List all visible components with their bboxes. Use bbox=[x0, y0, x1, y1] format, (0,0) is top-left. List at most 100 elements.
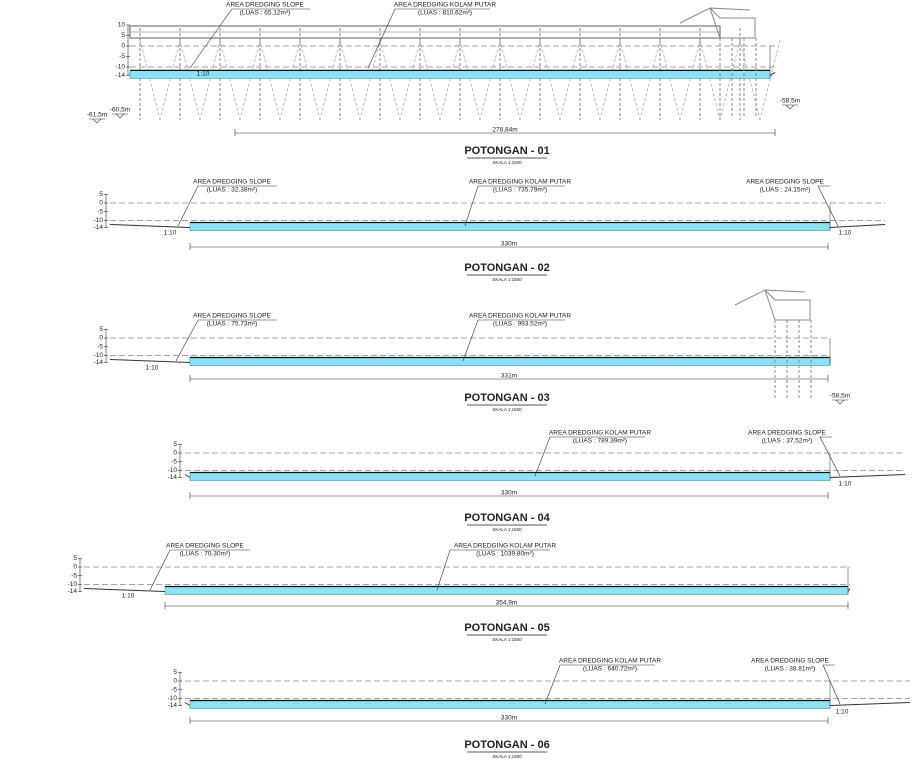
annotation-title: AREA DREDGING SLOPE bbox=[751, 658, 829, 665]
elevation-label: 0 bbox=[173, 678, 177, 685]
section-title: POTONGAN - 01 bbox=[464, 145, 549, 157]
elevation-label: 5 bbox=[173, 669, 177, 676]
annotation-area: (LUAS : 32.38m²) bbox=[207, 187, 258, 194]
pile-brace bbox=[659, 39, 701, 121]
section: 5 0-5 -10-14 AREA DREDGING SLOPE(LUAS : 70.… bbox=[68, 543, 851, 642]
leader bbox=[177, 185, 277, 227]
annotation-area: (LUAS : 70.30m²) bbox=[180, 551, 231, 558]
pile-brace bbox=[579, 39, 621, 121]
leader bbox=[149, 549, 250, 591]
annotation-title: AREA DREDGING KOLAM PUTAR bbox=[469, 313, 571, 320]
elevation-label: -5 bbox=[171, 686, 177, 693]
annotation-area: (LUAS : 38.81m²) bbox=[765, 666, 816, 673]
depth-label: -58,5m bbox=[830, 393, 850, 400]
elevation-label: 0 bbox=[99, 200, 103, 207]
depth-label: -58,5m bbox=[780, 98, 800, 105]
elevation-label: -5 bbox=[71, 572, 77, 579]
elevation-label: -14 bbox=[68, 588, 78, 595]
pile-brace bbox=[299, 39, 341, 121]
pile-brace bbox=[699, 39, 741, 121]
annotation-title: AREA DREDGING SLOPE bbox=[193, 313, 271, 320]
annotation-title: AREA DREDGING KOLAM PUTAR bbox=[549, 430, 651, 437]
leader bbox=[464, 185, 565, 227]
depth-label: -60,5m bbox=[110, 107, 130, 114]
section-title: POTONGAN - 04 bbox=[464, 512, 550, 524]
section-scale: SKALA 1:1500 bbox=[492, 754, 522, 759]
annotation-title: AREA DREDGING KOLAM PUTAR bbox=[559, 658, 661, 665]
elevation-label: 0 bbox=[173, 450, 177, 457]
elevation-label: -14 bbox=[94, 224, 104, 231]
elevation-label: -10 bbox=[168, 467, 178, 474]
seabed bbox=[184, 474, 191, 478]
elevation-label: -10 bbox=[116, 64, 126, 71]
depth-marker bbox=[112, 113, 128, 119]
elevation-label: -14 bbox=[168, 702, 178, 709]
slope-ratio: 1:10 bbox=[164, 230, 177, 237]
slope-ratio: 1:10 bbox=[197, 71, 210, 78]
dimension-label: 330m bbox=[501, 241, 517, 248]
elevation-label: 5 bbox=[99, 326, 103, 333]
pile-brace bbox=[739, 39, 781, 121]
annotation-area: (LUAS : 1039.80m²) bbox=[476, 551, 534, 558]
section-scale: SKALA 1:1500 bbox=[492, 637, 522, 642]
section-scale: SKALA 1:1500 bbox=[492, 277, 522, 282]
pile-brace bbox=[139, 39, 181, 121]
section: 10 5 0 -5 -10-14 AREA DREDGING SLOPE(LUAS : 6… bbox=[87, 2, 800, 165]
section: 5 0-5 -10-14 AREA DREDGING SLOPE(LUAS : 75.… bbox=[94, 313, 851, 412]
crane-boom bbox=[679, 7, 756, 39]
dimension-label: 330m bbox=[501, 715, 517, 722]
annotation-title: AREA DREDGING KOLAM PUTAR bbox=[469, 179, 571, 186]
dredging-area bbox=[189, 472, 831, 481]
crane-boom bbox=[734, 289, 811, 321]
annotation-area: (LUAS : 789.39m²) bbox=[573, 438, 627, 445]
annotation-title: AREA DREDGING SLOPE bbox=[748, 430, 826, 437]
elevation-label: 5 bbox=[99, 191, 103, 198]
depth-marker bbox=[782, 104, 798, 110]
pile-brace bbox=[379, 39, 421, 121]
pile-brace bbox=[459, 39, 501, 121]
leader bbox=[367, 8, 490, 69]
leader bbox=[817, 185, 839, 227]
elevation-label: 5 bbox=[73, 555, 77, 562]
elevation-label: 10 bbox=[118, 22, 126, 29]
depth-marker bbox=[832, 399, 848, 405]
seabed bbox=[829, 224, 886, 228]
seabed bbox=[109, 359, 191, 363]
annotation-title: AREA DREDGING SLOPE bbox=[166, 543, 244, 550]
elevation-label: -10 bbox=[68, 581, 78, 588]
section-title: POTONGAN - 05 bbox=[464, 622, 549, 634]
leader bbox=[189, 8, 310, 69]
slope-ratio: 1:10 bbox=[146, 365, 159, 372]
elevation-label: -5 bbox=[97, 343, 103, 350]
pile-brace bbox=[619, 39, 661, 121]
dimension-label: 354,9m bbox=[496, 600, 518, 607]
seabed bbox=[184, 702, 191, 706]
seabed bbox=[829, 702, 911, 706]
slope-ratio: 1:10 bbox=[122, 593, 135, 600]
dredging-area bbox=[189, 357, 831, 366]
elevation-label: 5 bbox=[121, 32, 125, 39]
section-title: POTONGAN - 06 bbox=[464, 739, 549, 751]
seabed bbox=[83, 588, 166, 592]
elevation-label: 0 bbox=[121, 43, 125, 50]
pile-brace bbox=[499, 39, 541, 121]
pile-brace bbox=[259, 39, 301, 121]
elevation-label: 0 bbox=[99, 335, 103, 342]
elevation-label: -14 bbox=[116, 72, 126, 79]
elevation-label: -10 bbox=[94, 217, 104, 224]
dredging-area bbox=[164, 586, 849, 595]
elevation-label: -5 bbox=[171, 458, 177, 465]
slope-ratio: 1:10 bbox=[839, 481, 852, 488]
annotation-title: AREA DREDGING KOLAM PUTAR bbox=[454, 543, 556, 550]
section: 5 0-5 -10-14 AREA DREDGING KOLAM PUTAR (LUAS… bbox=[168, 658, 911, 759]
pile-brace bbox=[419, 39, 461, 121]
elevation-label: -14 bbox=[94, 359, 104, 366]
annotation-area: (LUAS : 735.79m²) bbox=[493, 187, 547, 194]
elevation-label: -14 bbox=[168, 474, 178, 481]
leader bbox=[175, 319, 277, 362]
elevation-label: -10 bbox=[94, 352, 104, 359]
pile-brace bbox=[179, 39, 221, 121]
elevation-label: -10 bbox=[168, 695, 178, 702]
